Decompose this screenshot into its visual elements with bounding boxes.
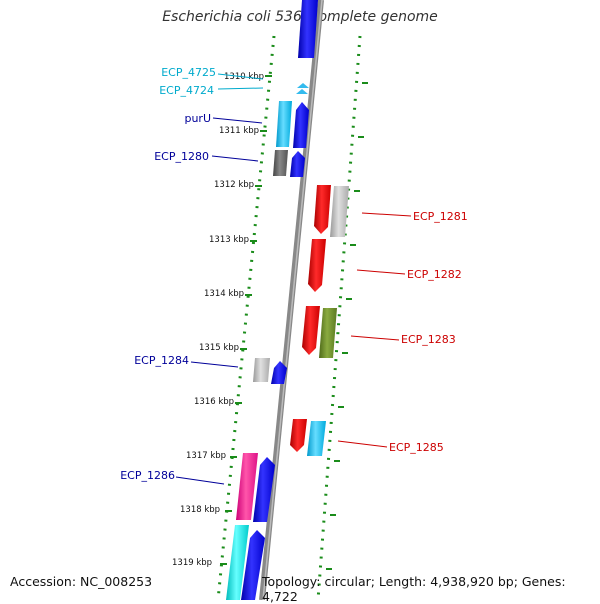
genome-backbone-highlight [262, 0, 323, 600]
gene-label[interactable]: purU [184, 112, 211, 125]
gene-label[interactable]: ECP_1286 [120, 469, 175, 482]
scale-tick-label: 1312 kbp [214, 180, 254, 190]
scale-tick-label: 1318 kbp [180, 505, 220, 515]
gene-label[interactable]: ECP_4725 [161, 66, 216, 79]
leader-line [350, 335, 400, 341]
gene-arrow[interactable] [319, 308, 337, 358]
scale-tick-label: 1314 kbp [204, 289, 244, 299]
gene-arrow[interactable] [290, 419, 307, 452]
gene-arrow[interactable] [273, 150, 288, 176]
gene-label[interactable]: ECP_1280 [154, 150, 209, 163]
map-title: Escherichia coli 536, complete genome [162, 9, 438, 25]
leader-line [190, 361, 239, 368]
leader-line [217, 87, 264, 90]
genome-backbone [259, 0, 324, 600]
scale-tick-label: 1319 kbp [172, 558, 212, 568]
gene-arrow[interactable] [253, 457, 275, 522]
leader-line [175, 476, 225, 485]
leader-line [212, 117, 263, 124]
leader-line [361, 212, 412, 217]
scale-tick-label: 1317 kbp [186, 451, 226, 461]
scale-tick-label: 1313 kbp [209, 235, 249, 245]
gene-label[interactable]: ECP_1285 [389, 441, 444, 454]
left-ring-ticks [220, 75, 272, 565]
gene-arrow[interactable] [271, 361, 287, 384]
gene-arrow[interactable] [307, 421, 326, 456]
gene-arrow[interactable] [314, 185, 331, 234]
gene-label[interactable]: ECP_1283 [401, 333, 456, 346]
gene-arrow[interactable] [226, 525, 249, 600]
accession-text: Accession: NC_008253 [10, 574, 153, 589]
gene-label[interactable]: ECP_1282 [407, 268, 462, 281]
leader-line [217, 73, 264, 80]
gene-arrow[interactable] [290, 151, 305, 177]
scale-tick-label: 1316 kbp [194, 397, 234, 407]
gene-label[interactable]: ECP_1281 [413, 210, 468, 223]
gene-label[interactable]: ECP_4724 [159, 84, 214, 97]
gene-arrow[interactable] [293, 102, 309, 148]
gene-arrow[interactable] [330, 186, 349, 237]
gene-arrow[interactable] [297, 83, 309, 88]
gene-arrow[interactable] [302, 306, 320, 355]
scale-tick-label: 1311 kbp [219, 126, 259, 136]
gene-arrow[interactable] [236, 453, 258, 520]
gene-label[interactable]: ECP_1284 [134, 354, 189, 367]
gene-arrow[interactable] [298, 0, 318, 58]
gene-arrow[interactable] [253, 358, 270, 382]
gene-arrow[interactable] [296, 89, 308, 94]
leader-line [356, 269, 406, 275]
scale-tick-label: 1315 kbp [199, 343, 239, 353]
leader-line [337, 440, 388, 448]
gene-arrow[interactable] [241, 530, 265, 600]
gene-arrow[interactable] [308, 239, 326, 292]
gene-arrow[interactable] [276, 101, 292, 147]
right-ring-ticks [326, 82, 368, 570]
leader-line [211, 155, 259, 162]
